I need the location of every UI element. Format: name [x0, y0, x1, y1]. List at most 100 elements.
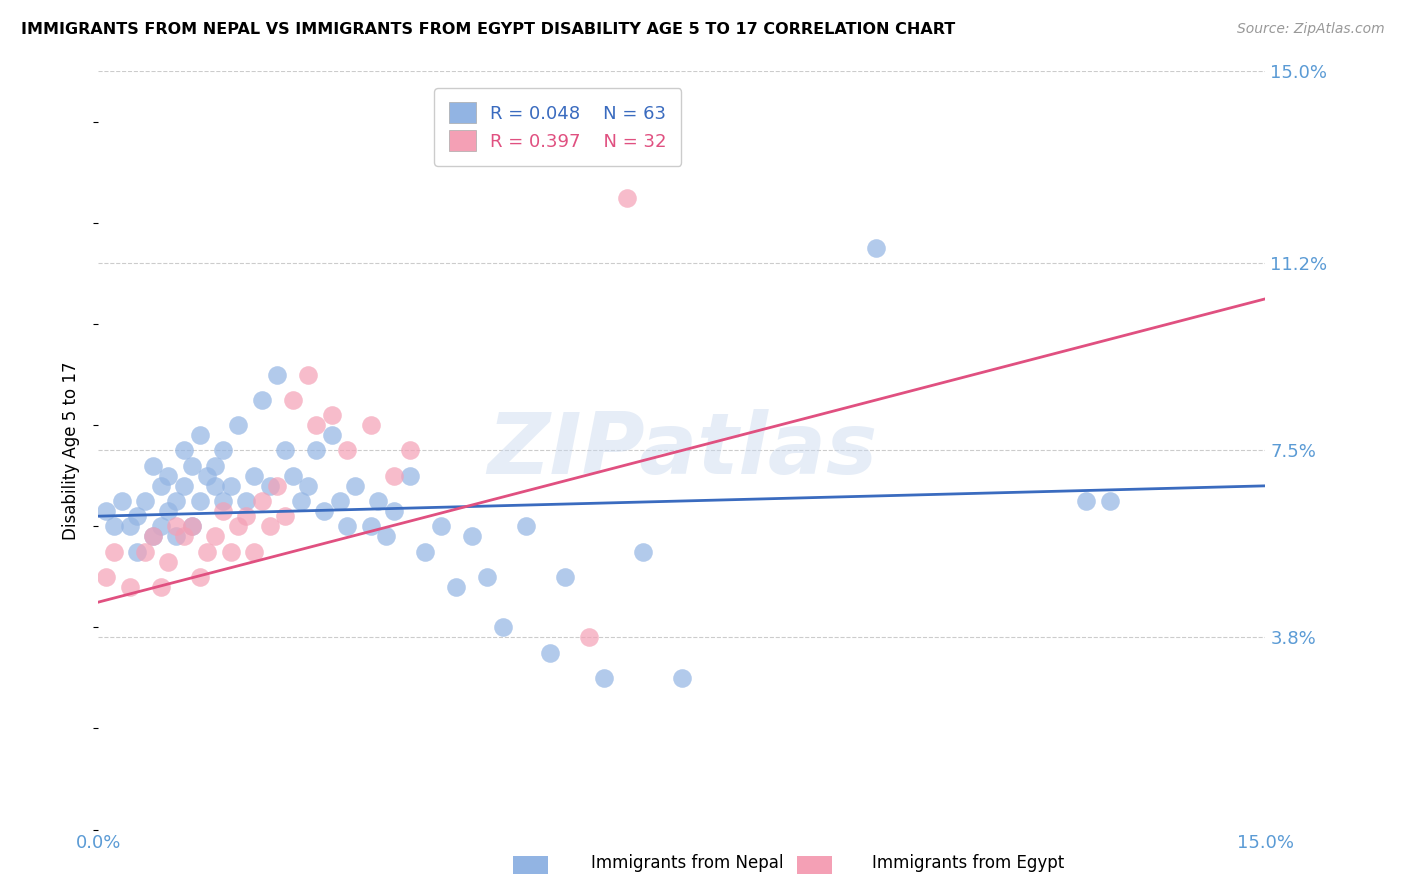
Point	[344, 479, 367, 493]
Point	[180, 519, 202, 533]
Point	[367, 494, 389, 508]
Point	[382, 504, 405, 518]
Point	[157, 555, 180, 569]
Point	[173, 479, 195, 493]
Point	[243, 544, 266, 558]
Point	[538, 646, 561, 660]
Text: Immigrants from Nepal: Immigrants from Nepal	[591, 855, 783, 872]
Point	[336, 519, 359, 533]
Point	[228, 418, 250, 433]
Point	[134, 494, 156, 508]
Point	[398, 443, 420, 458]
Point	[103, 519, 125, 533]
Point	[118, 519, 141, 533]
Point	[554, 570, 576, 584]
Point	[477, 570, 499, 584]
Point	[1098, 494, 1121, 508]
Point	[360, 519, 382, 533]
Point	[165, 529, 187, 543]
Point	[204, 458, 226, 473]
Point	[329, 494, 352, 508]
Point	[127, 509, 149, 524]
Point	[865, 241, 887, 255]
Point	[243, 468, 266, 483]
Point	[297, 368, 319, 382]
Point	[188, 494, 211, 508]
Point	[281, 468, 304, 483]
Point	[305, 418, 328, 433]
Point	[360, 418, 382, 433]
Point	[375, 529, 398, 543]
Point	[96, 570, 118, 584]
Point	[228, 519, 250, 533]
Point	[149, 519, 172, 533]
Point	[188, 570, 211, 584]
Point	[219, 479, 242, 493]
Point	[259, 479, 281, 493]
Point	[204, 479, 226, 493]
Point	[336, 443, 359, 458]
Point	[149, 479, 172, 493]
Point	[250, 392, 273, 407]
Text: Immigrants from Egypt: Immigrants from Egypt	[872, 855, 1064, 872]
Point	[266, 479, 288, 493]
Point	[305, 443, 328, 458]
Point	[321, 408, 343, 422]
Point	[446, 580, 468, 594]
Point	[321, 428, 343, 442]
Y-axis label: Disability Age 5 to 17: Disability Age 5 to 17	[62, 361, 80, 540]
Point	[413, 544, 436, 558]
Text: Source: ZipAtlas.com: Source: ZipAtlas.com	[1237, 22, 1385, 37]
Point	[492, 620, 515, 634]
Point	[165, 519, 187, 533]
Point	[429, 519, 451, 533]
Point	[118, 580, 141, 594]
Point	[142, 529, 165, 543]
Point	[180, 458, 202, 473]
Point	[250, 494, 273, 508]
Point	[212, 443, 235, 458]
Point	[382, 468, 405, 483]
Point	[398, 468, 420, 483]
Point	[281, 392, 304, 407]
Point	[1076, 494, 1098, 508]
Point	[142, 458, 165, 473]
Point	[631, 544, 654, 558]
Point	[212, 504, 235, 518]
Point	[188, 428, 211, 442]
Point	[111, 494, 134, 508]
Point	[157, 468, 180, 483]
Point	[103, 544, 125, 558]
Point	[515, 519, 537, 533]
Point	[266, 368, 288, 382]
Point	[212, 494, 235, 508]
Point	[195, 544, 218, 558]
Text: IMMIGRANTS FROM NEPAL VS IMMIGRANTS FROM EGYPT DISABILITY AGE 5 TO 17 CORRELATIO: IMMIGRANTS FROM NEPAL VS IMMIGRANTS FROM…	[21, 22, 955, 37]
Point	[134, 544, 156, 558]
Point	[274, 443, 297, 458]
Point	[593, 671, 616, 685]
Point	[149, 580, 172, 594]
Point	[235, 494, 257, 508]
Point	[259, 519, 281, 533]
Point	[204, 529, 226, 543]
Point	[96, 504, 118, 518]
Point	[173, 443, 195, 458]
Legend: R = 0.048    N = 63, R = 0.397    N = 32: R = 0.048 N = 63, R = 0.397 N = 32	[434, 88, 681, 166]
Point	[173, 529, 195, 543]
Point	[157, 504, 180, 518]
Point	[142, 529, 165, 543]
Point	[290, 494, 312, 508]
Point	[297, 479, 319, 493]
Point	[461, 529, 484, 543]
Point	[180, 519, 202, 533]
Point	[616, 191, 638, 205]
Point	[671, 671, 693, 685]
Text: ZIPatlas: ZIPatlas	[486, 409, 877, 492]
Point	[274, 509, 297, 524]
Point	[195, 468, 218, 483]
Point	[312, 504, 335, 518]
Point	[578, 631, 600, 645]
Point	[127, 544, 149, 558]
Point	[165, 494, 187, 508]
